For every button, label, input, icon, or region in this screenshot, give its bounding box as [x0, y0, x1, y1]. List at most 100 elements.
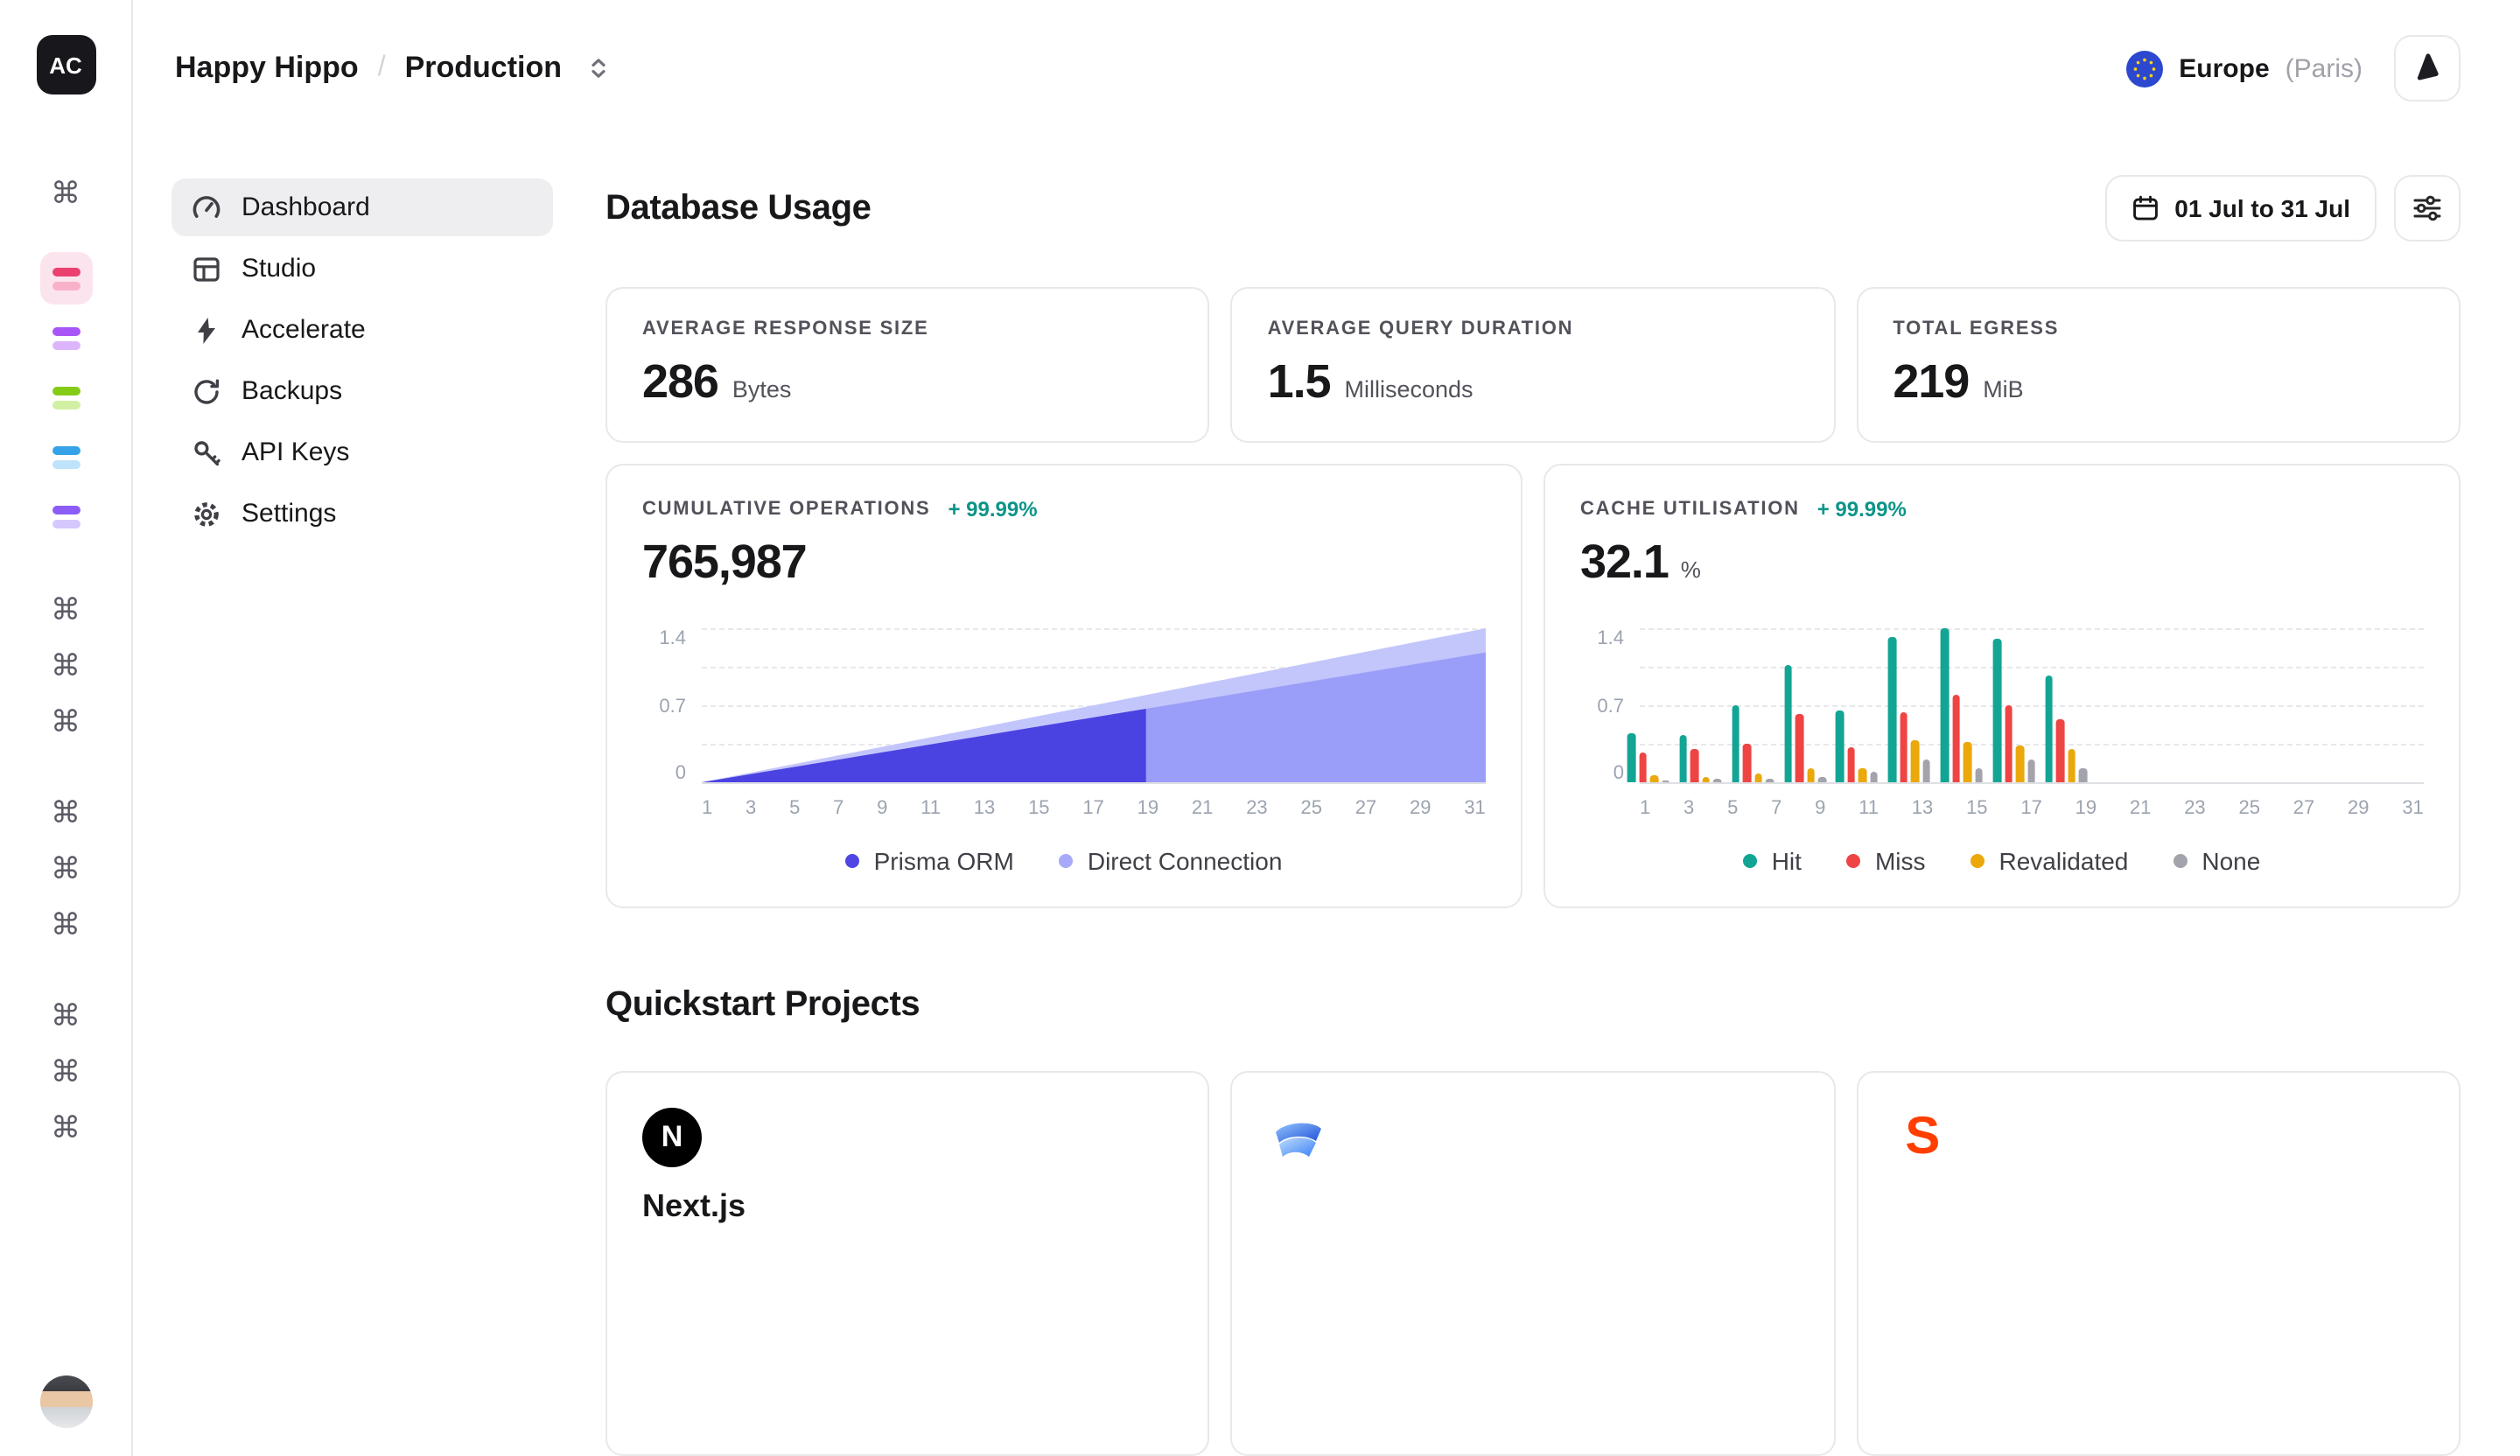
stat-value: 1.5: [1267, 355, 1332, 408]
breadcrumb: Happy Hippo / Production: [175, 51, 611, 86]
bar-hit: [1627, 732, 1635, 782]
project-shortcut-icon[interactable]: ⌘: [51, 1054, 80, 1088]
database-icon-blue[interactable]: [39, 430, 92, 483]
bar-group: [1940, 628, 1983, 782]
sidebar-item-dashboard[interactable]: Dashboard: [172, 178, 553, 236]
database-icon-purple[interactable]: [39, 312, 92, 364]
x-tick: 7: [833, 798, 844, 819]
bar-hit: [1992, 639, 2001, 782]
date-range-label: 01 Jul to 31 Jul: [2174, 194, 2350, 222]
breadcrumb-project[interactable]: Happy Hippo: [175, 51, 359, 84]
bar-miss: [1900, 711, 1908, 782]
y-tick: 1.4: [1597, 628, 1624, 649]
project-group: ⌘ ⌘ ⌘: [51, 791, 80, 945]
bar-revalidated: [1702, 776, 1711, 782]
project-shortcut-icon[interactable]: ⌘: [51, 998, 80, 1032]
x-tick: 19: [1137, 798, 1159, 819]
quickstart-card-nextjs[interactable]: N Next.js: [606, 1071, 1210, 1456]
legend-dot: [1743, 854, 1758, 868]
sidebar-item-settings[interactable]: Settings: [172, 485, 553, 542]
table-icon: [191, 253, 222, 284]
bar-miss: [1847, 746, 1856, 782]
bar-none: [1713, 779, 1722, 782]
x-tick: 13: [1911, 798, 1934, 819]
environment-switcher-icon[interactable]: [586, 56, 611, 80]
legend-item: Hit: [1743, 847, 1802, 875]
project-group: ⌘ ⌘ ⌘: [51, 588, 80, 742]
bar-revalidated: [1963, 742, 1971, 782]
database-icon-pink[interactable]: [39, 252, 92, 304]
cumulative-operations-card: CUMULATIVE OPERATIONS + 99.99% 765,987 1…: [606, 464, 1522, 908]
x-tick: 25: [2238, 798, 2260, 819]
bar-miss: [1743, 744, 1752, 782]
environment-shortcuts: [39, 252, 92, 542]
sidebar-item-backups[interactable]: Backups: [172, 362, 553, 420]
x-tick: 11: [920, 798, 941, 819]
bar-miss: [2056, 719, 2065, 782]
project-shortcut-icon[interactable]: ⌘: [51, 851, 80, 885]
workspace-avatar[interactable]: AC: [36, 35, 95, 94]
x-tick: 27: [2292, 798, 2315, 819]
project-shortcut-icon[interactable]: ⌘: [51, 176, 80, 209]
project-shortcut-icon[interactable]: ⌘: [51, 795, 80, 829]
x-tick: 25: [1300, 798, 1322, 819]
bar-revalidated: [2068, 749, 2076, 782]
x-tick: 1: [702, 798, 713, 819]
bar-none: [1661, 780, 1670, 782]
x-axis: 1 3 5 7 9 11 13 15 17 19 21 23 25 27 29 31: [1640, 798, 2424, 819]
project-shortcut-icon[interactable]: ⌘: [51, 592, 80, 626]
legend-item: Direct Connection: [1059, 847, 1282, 875]
breadcrumb-separator: /: [377, 52, 386, 82]
bar-none: [1766, 778, 1774, 782]
database-icon-green[interactable]: [39, 371, 92, 424]
workspace-rail: AC ⌘ ⌘ ⌘ ⌘ ⌘ ⌘ ⌘ ⌘ ⌘ ⌘: [0, 0, 133, 1456]
sidebar-item-api-keys[interactable]: API Keys: [172, 424, 553, 481]
project-shortcut-icon[interactable]: ⌘: [51, 648, 80, 682]
filter-button[interactable]: [2394, 175, 2460, 242]
legend-item: Prisma ORM: [845, 847, 1014, 875]
bar-miss: [2004, 705, 2012, 782]
grid-line: [1640, 628, 2424, 630]
x-tick: 9: [1815, 798, 1826, 819]
bar-hit: [2045, 676, 2054, 782]
key-icon: [191, 437, 222, 468]
quickstart-card-title: Next.js: [642, 1188, 746, 1223]
gear-icon: [191, 498, 222, 529]
sidebar-item-accelerate[interactable]: Accelerate: [172, 301, 553, 359]
database-icon-violet[interactable]: [39, 490, 92, 542]
region-detail: (Paris): [2285, 53, 2362, 83]
quickstart-card-svelte[interactable]: S: [1856, 1071, 2460, 1456]
legend-dot: [1970, 854, 1985, 868]
breadcrumb-environment[interactable]: Production: [404, 51, 563, 84]
legend-item: None: [2174, 847, 2260, 875]
x-tick: 5: [789, 798, 801, 819]
user-avatar[interactable]: [39, 1376, 92, 1428]
x-tick: 29: [2348, 798, 2370, 819]
y-tick: 1.4: [659, 628, 686, 649]
y-axis: 1.4 0.7 0: [1580, 628, 1640, 784]
prisma-logo-button[interactable]: [2394, 35, 2460, 102]
grid-line: [702, 628, 1486, 630]
grid-line: [702, 667, 1486, 668]
bar-group: [1627, 628, 1670, 782]
x-tick: 11: [1858, 798, 1879, 819]
bar-none: [2026, 760, 2035, 782]
project-shortcut-icon[interactable]: ⌘: [51, 1110, 80, 1144]
bar-miss: [1690, 749, 1699, 782]
stat-value: 219: [1893, 355, 1970, 408]
sidebar-item-label: API Keys: [242, 438, 350, 467]
x-tick: 9: [877, 798, 888, 819]
sidebar-item-studio[interactable]: Studio: [172, 240, 553, 298]
bar-miss: [1951, 694, 1960, 782]
x-tick: 3: [1684, 798, 1695, 819]
sidebar-item-label: Dashboard: [242, 192, 370, 222]
bar-group: [1836, 628, 1879, 782]
quickstart-card-solidstart[interactable]: [1230, 1071, 1836, 1456]
solidstart-logo: [1268, 1108, 1327, 1167]
region-selector[interactable]: Europe (Paris): [2126, 50, 2362, 87]
date-range-button[interactable]: 01 Jul to 31 Jul: [2104, 175, 2376, 242]
project-shortcut-icon[interactable]: ⌘: [51, 704, 80, 738]
project-shortcut-icon[interactable]: ⌘: [51, 907, 80, 941]
cache-utilisation-card: CACHE UTILISATION + 99.99% 32.1 % 1.4 0.7…: [1544, 464, 2460, 908]
